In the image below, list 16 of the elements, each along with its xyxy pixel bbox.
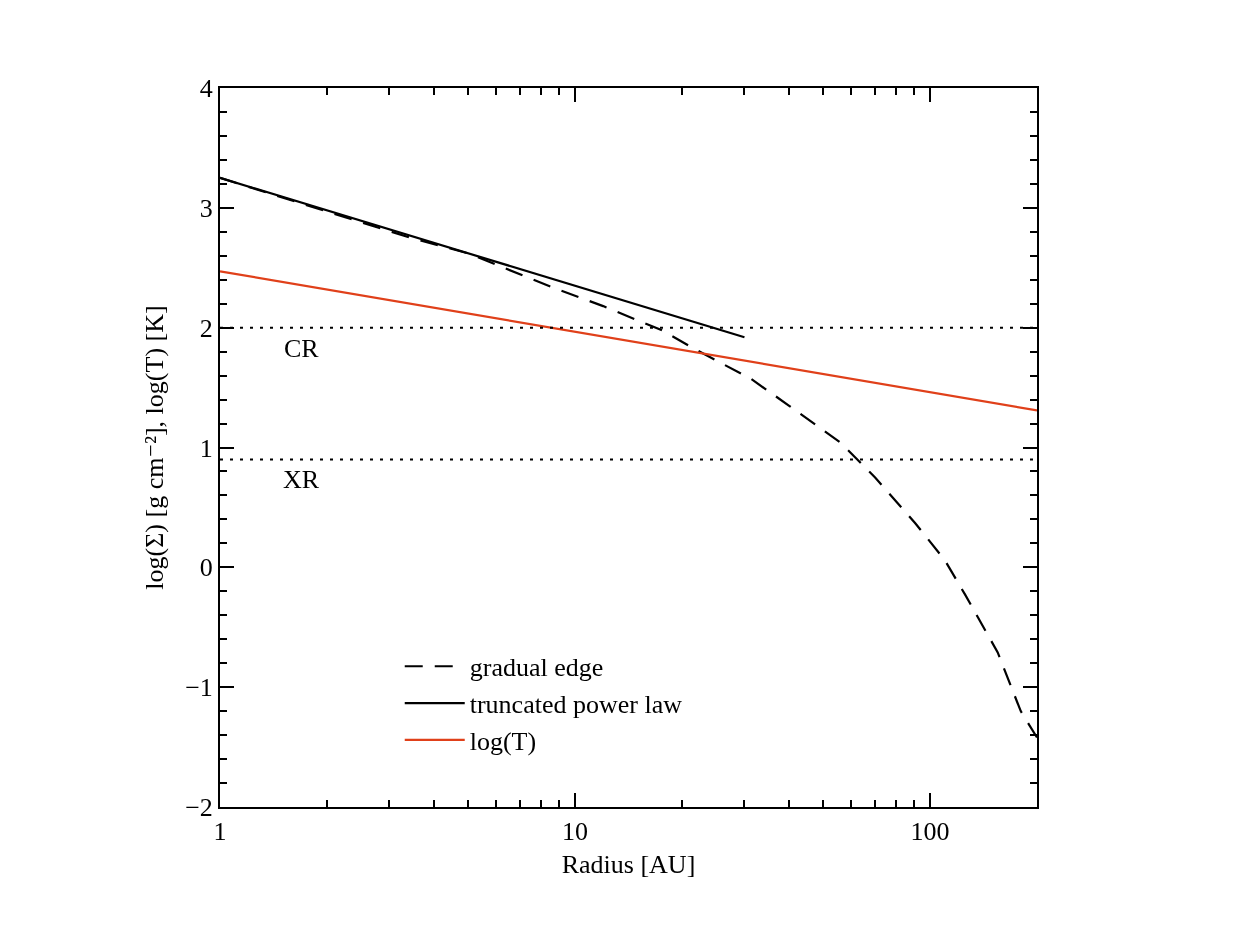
x-axis-title: Radius [AU]	[561, 850, 696, 880]
y-tick-label: −2	[185, 793, 213, 823]
legend-label: log(T)	[469, 727, 537, 756]
ref-line-label: CR	[284, 334, 320, 363]
legend-label: truncated power law	[469, 690, 683, 720]
y-tick-label: 4	[199, 74, 213, 104]
y-tick-label: 3	[199, 193, 213, 223]
legend-label: gradual edge	[469, 653, 604, 683]
y-tick-label: 2	[199, 313, 213, 343]
y-tick-label: −1	[185, 673, 213, 703]
y-tick-label: 1	[199, 433, 213, 463]
y-axis-title: log(Σ) [g cm⁻²], log(T) [K]	[140, 305, 170, 590]
x-tick-label: 100	[910, 817, 950, 847]
y-tick-label: 0	[199, 553, 213, 583]
x-tick-label: 10	[562, 817, 589, 847]
ref-line-label: XR	[283, 465, 320, 494]
